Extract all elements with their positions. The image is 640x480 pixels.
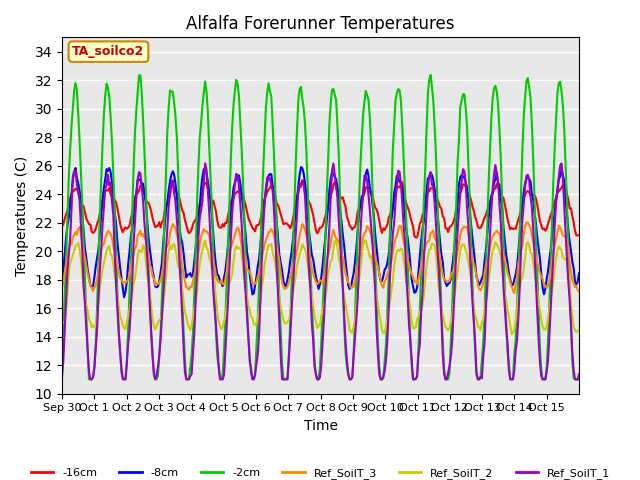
Ref_SoilT_3 (76, 224, 83, 230)
-2cm (93, 303, 101, 309)
-16cm (326, 198, 333, 204)
-16cm (575, 232, 583, 238)
Line: -16cm: -16cm (62, 180, 579, 238)
Ref_SoilT_3 (511, 290, 518, 296)
Ref_SoilT_2 (92, 324, 100, 330)
-2cm (85, 376, 93, 382)
Line: Ref_SoilT_3: Ref_SoilT_3 (62, 223, 579, 293)
Ref_SoilT_1 (86, 376, 94, 382)
-8cm (297, 164, 305, 170)
-8cm (92, 264, 100, 269)
Ref_SoilT_1 (58, 374, 66, 380)
-2cm (58, 352, 66, 358)
X-axis label: Time: Time (303, 419, 337, 433)
Ref_SoilT_1 (574, 376, 582, 382)
Ref_SoilT_1 (327, 193, 335, 199)
-16cm (76, 194, 83, 200)
Ref_SoilT_2 (428, 241, 436, 247)
Ref_SoilT_3 (58, 285, 66, 291)
-16cm (574, 232, 582, 238)
Ref_SoilT_3 (524, 220, 532, 226)
-2cm (76, 138, 83, 144)
-8cm (574, 278, 582, 284)
Title: Alfalfa Forerunner Temperatures: Alfalfa Forerunner Temperatures (186, 15, 455, 33)
-2cm (429, 98, 437, 104)
-16cm (506, 227, 514, 232)
-2cm (427, 72, 435, 78)
-16cm (412, 235, 420, 240)
-8cm (120, 294, 128, 300)
Ref_SoilT_1 (202, 160, 209, 166)
-8cm (327, 176, 335, 182)
Ref_SoilT_2 (575, 327, 583, 333)
-2cm (574, 376, 582, 382)
Ref_SoilT_3 (575, 289, 583, 295)
Line: -2cm: -2cm (62, 75, 579, 379)
Ref_SoilT_3 (427, 230, 435, 236)
Ref_SoilT_1 (429, 184, 437, 190)
Ref_SoilT_2 (324, 272, 332, 277)
Ref_SoilT_2 (574, 328, 582, 334)
Ref_SoilT_2 (362, 237, 370, 243)
-16cm (92, 226, 100, 232)
Line: -8cm: -8cm (62, 167, 579, 297)
-2cm (326, 121, 333, 127)
Line: Ref_SoilT_2: Ref_SoilT_2 (62, 240, 579, 334)
-8cm (506, 276, 514, 282)
-8cm (575, 270, 583, 276)
Ref_SoilT_1 (76, 198, 83, 204)
Legend: -16cm, -8cm, -2cm, Ref_SoilT_3, Ref_SoilT_2, Ref_SoilT_1: -16cm, -8cm, -2cm, Ref_SoilT_3, Ref_Soil… (27, 463, 614, 480)
Ref_SoilT_1 (506, 376, 514, 382)
Line: Ref_SoilT_1: Ref_SoilT_1 (62, 163, 579, 379)
-8cm (58, 277, 66, 283)
-8cm (76, 188, 83, 194)
-2cm (506, 376, 514, 382)
Ref_SoilT_3 (574, 287, 582, 293)
Ref_SoilT_2 (76, 247, 83, 252)
Ref_SoilT_2 (508, 331, 515, 337)
Ref_SoilT_3 (504, 270, 511, 276)
Ref_SoilT_1 (575, 371, 583, 377)
Ref_SoilT_2 (505, 314, 513, 320)
Ref_SoilT_3 (92, 282, 100, 288)
-16cm (429, 186, 437, 192)
Text: TA_soilco2: TA_soilco2 (72, 45, 145, 58)
Ref_SoilT_2 (58, 320, 66, 326)
Ref_SoilT_3 (324, 253, 332, 259)
-2cm (575, 376, 583, 382)
-16cm (298, 177, 306, 183)
-16cm (58, 224, 66, 229)
-8cm (429, 177, 437, 183)
Ref_SoilT_1 (93, 325, 101, 331)
Y-axis label: Temperatures (C): Temperatures (C) (15, 156, 29, 276)
